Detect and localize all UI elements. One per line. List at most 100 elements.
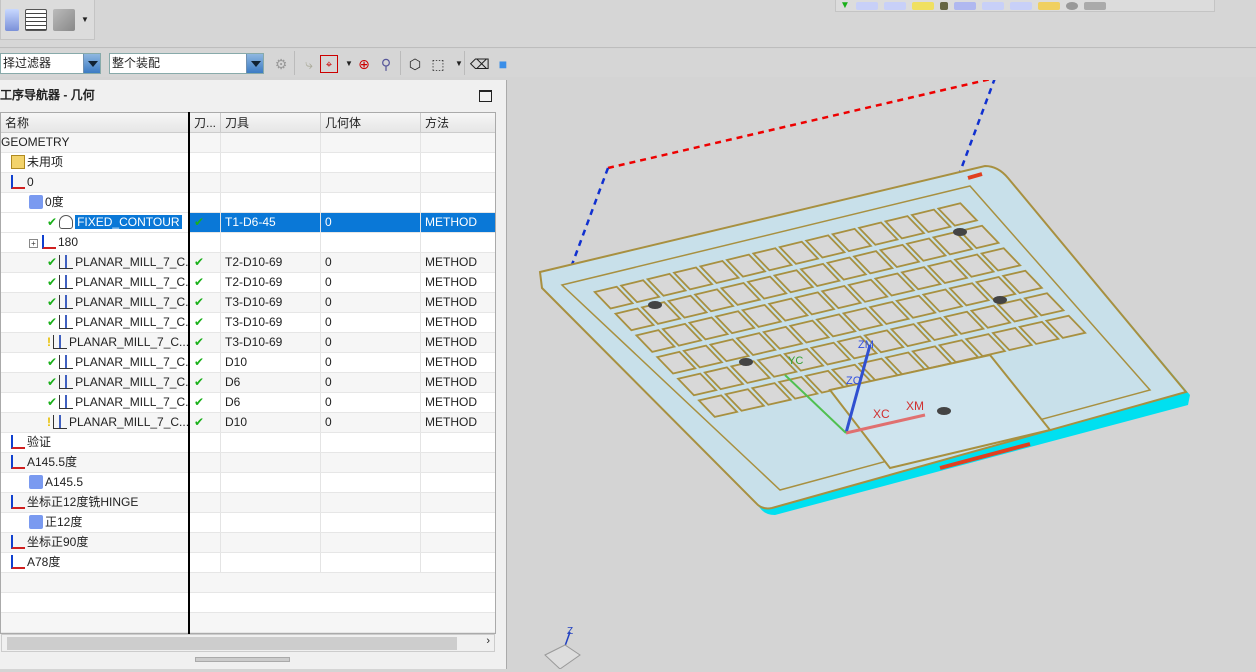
graphics-viewport[interactable]: ZM ZC YC XC XM Z [508, 76, 1256, 670]
tool-cell: D6 [221, 393, 321, 412]
type-filter-select[interactable]: 择过滤器 [0, 53, 101, 74]
scroll-right-icon[interactable]: › [486, 635, 490, 647]
eraser-icon[interactable]: ⌫ [470, 56, 490, 72]
name-cell[interactable]: ✔ PLANAR_MILL_7_C... [1, 313, 190, 332]
dropdown-arrow-icon[interactable]: ▼ [455, 59, 463, 68]
name-cell[interactable]: ! PLANAR_MILL_7_C... [1, 333, 190, 352]
tool-cell [221, 453, 321, 472]
table-row[interactable]: 坐标正12度铣HINGE [1, 493, 495, 513]
table-row[interactable]: 验证 [1, 433, 495, 453]
column-header-method[interactable]: 方法 [421, 113, 495, 133]
name-cell[interactable]: ✔ PLANAR_MILL_7_C... [1, 253, 190, 272]
part-model[interactable]: ZM ZC YC XC XM Z [508, 76, 1256, 670]
chevron-down-icon[interactable] [83, 54, 100, 73]
column-header-tool[interactable]: 刀具 [221, 113, 321, 133]
table-row[interactable]: ✔ PLANAR_MILL_7_C... ✔ T2-D10-69 0 METHOD [1, 253, 495, 273]
rectangle-select-icon[interactable]: ⬚ [431, 56, 445, 72]
table-row[interactable]: ! PLANAR_MILL_7_C... ✔ D10 0 METHOD [1, 413, 495, 433]
operation-list-icon[interactable] [5, 8, 19, 31]
name-cell[interactable]: A145.5 [1, 473, 190, 492]
postprocess-icon[interactable] [1009, 1, 1032, 10]
table-row[interactable]: 未用项 [1, 153, 495, 173]
selection-options-icon[interactable]: ⚲ [380, 56, 392, 72]
table-row[interactable]: +180 [1, 233, 495, 253]
shop-doc-icon[interactable] [1037, 1, 1060, 10]
method-cell [421, 453, 495, 472]
panel-splitter-handle[interactable] [195, 657, 290, 662]
name-cell[interactable]: 0 [1, 173, 190, 192]
name-cell[interactable]: 验证 [1, 433, 190, 452]
name-cell[interactable]: ! PLANAR_MILL_7_C... [1, 413, 190, 432]
name-cell[interactable]: 正12度 [1, 513, 190, 532]
list-icon[interactable] [981, 1, 1004, 10]
machine-icon[interactable] [1083, 1, 1106, 10]
polygon-select-icon[interactable]: ⬡ [408, 56, 422, 72]
column-header-geometry[interactable]: 几何体 [321, 113, 421, 133]
name-cell[interactable]: ✔ PLANAR_MILL_7_C... [1, 273, 190, 292]
table-row[interactable]: ✔ PLANAR_MILL_7_C... ✔ D6 0 METHOD [1, 393, 495, 413]
mcs-orient-icon[interactable] [53, 8, 75, 31]
name-cell[interactable]: 坐标正90度 [1, 533, 190, 552]
horizontal-scrollbar[interactable]: › [1, 634, 495, 652]
column-header-path-status[interactable]: 刀... [190, 113, 221, 133]
table-row[interactable]: A145.5度 [1, 453, 495, 473]
program-view-icon[interactable] [855, 1, 878, 10]
view-triad-cube[interactable] [544, 644, 581, 670]
name-cell[interactable]: ✔ PLANAR_MILL_7_C... [1, 293, 190, 312]
chevron-down-icon[interactable] [246, 54, 263, 73]
name-cell[interactable]: +180 [1, 233, 190, 252]
table-icon[interactable] [25, 8, 47, 31]
table-row[interactable]: ✔ FIXED_CONTOUR ✔ T1-D6-45 0 METHOD [1, 213, 495, 233]
dropdown-arrow-icon[interactable]: ▼ [345, 59, 353, 68]
keyboard-key [698, 260, 741, 285]
name-cell[interactable]: ✔ PLANAR_MILL_7_C... [1, 353, 190, 372]
path-status-cell [190, 453, 221, 472]
name-cell[interactable]: 0度 [1, 193, 190, 212]
simulate-icon[interactable] [1065, 1, 1078, 10]
table-row[interactable]: 坐标正90度 [1, 533, 495, 553]
node-name: PLANAR_MILL_7_C... [75, 275, 190, 289]
column-header-name[interactable]: 名称 [1, 113, 190, 133]
name-cell[interactable]: 坐标正12度铣HINGE [1, 493, 190, 512]
name-cell[interactable]: ✔ PLANAR_MILL_7_C... [1, 393, 190, 412]
tool-cell: T1-D6-45 [221, 213, 321, 232]
keyboard-key [592, 285, 635, 310]
table-row[interactable]: ! PLANAR_MILL_7_C... ✔ T3-D10-69 0 METHOD [1, 333, 495, 353]
table-row[interactable]: A78度 [1, 553, 495, 573]
table-row[interactable]: ✔ PLANAR_MILL_7_C... ✔ T2-D10-69 0 METHOD [1, 273, 495, 293]
table-row[interactable]: ✔ PLANAR_MILL_7_C... ✔ D10 0 METHOD [1, 353, 495, 373]
verify-icon[interactable]: ▼ [840, 0, 850, 11]
machine-view-icon[interactable] [883, 1, 906, 10]
name-cell[interactable]: A78度 [1, 553, 190, 572]
table-row[interactable]: 0 [1, 173, 495, 193]
snap-point-icon[interactable]: ⊕ [358, 56, 370, 72]
tool-icon[interactable] [939, 1, 948, 10]
assembly-scope-select[interactable]: 整个装配 [109, 53, 264, 74]
expand-icon[interactable]: + [29, 239, 38, 248]
table-row[interactable]: 正12度 [1, 513, 495, 533]
table-row[interactable]: A145.5 [1, 473, 495, 493]
geometry-cell [321, 453, 421, 472]
table-row[interactable]: 0度 [1, 193, 495, 213]
node-name: A145.5 [45, 475, 84, 489]
xc-label: XC [873, 407, 890, 421]
geometry-view-icon[interactable] [911, 1, 934, 10]
table-row[interactable]: ✔ PLANAR_MILL_7_C... ✔ T3-D10-69 0 METHOD [1, 293, 495, 313]
name-cell[interactable]: ✔ FIXED_CONTOUR [1, 213, 190, 232]
table-row[interactable]: ✔ PLANAR_MILL_7_C... ✔ T3-D10-69 0 METHOD [1, 313, 495, 333]
name-cell[interactable]: ✔ PLANAR_MILL_7_C... [1, 373, 190, 392]
path-ok-icon: ✔ [194, 255, 205, 269]
maximize-button[interactable] [479, 90, 492, 102]
snap-filter-icon[interactable]: ⤷ [305, 56, 313, 72]
dropdown-arrow-icon[interactable]: ▼ [81, 15, 89, 24]
cube-icon[interactable]: ■ [498, 56, 508, 72]
scrollbar-thumb[interactable] [7, 637, 457, 650]
table-row[interactable]: GEOMETRY [1, 133, 495, 153]
table-row[interactable]: ✔ PLANAR_MILL_7_C... ✔ D6 0 METHOD [1, 373, 495, 393]
point-filter-icon[interactable]: ⌖ [320, 55, 338, 73]
name-cell[interactable]: A145.5度 [1, 453, 190, 472]
name-cell[interactable]: 未用项 [1, 153, 190, 172]
name-cell[interactable]: GEOMETRY [1, 133, 190, 152]
generate-icon[interactable] [953, 1, 976, 10]
assembly-link-icon[interactable]: ⚙ [274, 56, 288, 72]
